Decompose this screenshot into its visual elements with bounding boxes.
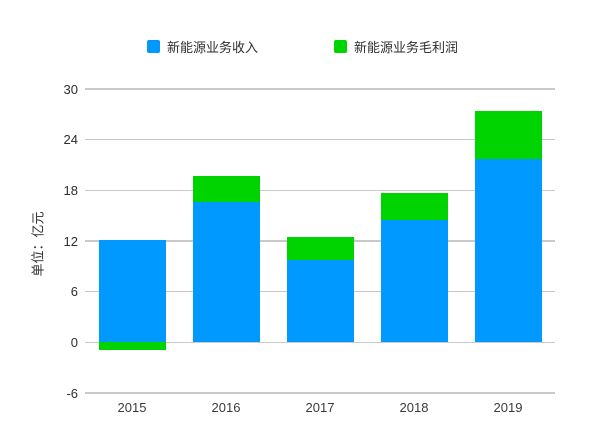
bar-segment-gross-profit-2019	[474, 110, 542, 160]
gridline-y-18	[85, 189, 555, 192]
legend-swatch-revenue-icon	[147, 40, 160, 53]
x-tick-label-2015: 2015	[117, 400, 147, 415]
legend-swatch-gross-profit-icon	[334, 40, 347, 53]
legend-item-gross-profit: 新能源业务毛利润	[334, 37, 458, 56]
gridline-y-30	[85, 88, 555, 90]
legend-item-revenue: 新能源业务收入	[147, 37, 258, 56]
y-tick-label-6: 6	[70, 284, 78, 300]
y-tick-label-12: 12	[63, 233, 78, 249]
y-tick-label-0: 0	[70, 334, 78, 350]
x-tick-label-2019: 2019	[493, 400, 523, 415]
y-tick-label-30: 30	[63, 81, 78, 97]
x-tick-label-2018: 2018	[399, 400, 429, 415]
bar-segment-revenue-2018	[380, 219, 448, 343]
bar-segment-revenue-2019	[474, 159, 542, 343]
gridline-y-0	[85, 341, 555, 344]
y-tick-label-18: 18	[63, 182, 78, 198]
y-tick-label--6: -6	[66, 385, 78, 401]
bar-segment-revenue-2016	[192, 202, 260, 343]
legend-label-revenue: 新能源业务收入	[167, 40, 259, 55]
x-tick-label-2017: 2017	[305, 400, 335, 415]
gridline-y-24	[85, 138, 555, 141]
bar-segment-gross-profit-2018	[380, 192, 448, 220]
bar-segment-gross-profit-2017	[286, 236, 354, 260]
bar-segment-gross-profit-2015	[98, 342, 166, 350]
x-tick-label-2016: 2016	[211, 400, 241, 415]
bar-segment-revenue-2015	[98, 240, 166, 343]
bar-segment-gross-profit-2016	[192, 175, 260, 203]
bar-segment-revenue-2017	[286, 259, 354, 343]
gridline-y--6	[85, 392, 555, 394]
legend-label-gross-profit: 新能源业务毛利润	[354, 40, 459, 55]
y-tick-label-24: 24	[63, 132, 78, 148]
